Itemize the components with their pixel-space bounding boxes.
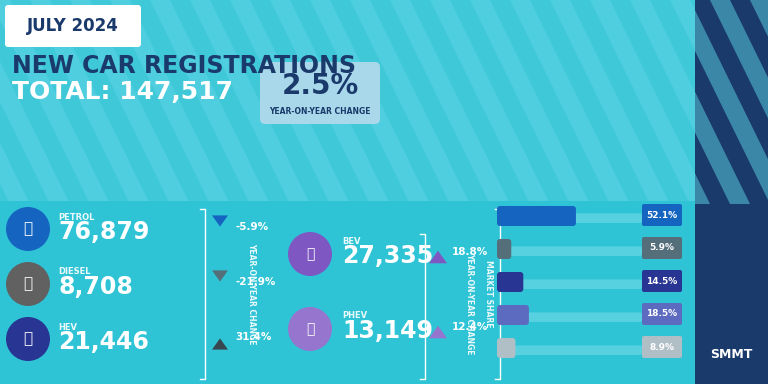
Polygon shape [212,338,228,349]
Polygon shape [510,0,630,204]
Polygon shape [429,251,447,263]
Text: SMMT: SMMT [710,348,752,361]
FancyBboxPatch shape [0,201,695,384]
Text: 18.8%: 18.8% [452,247,488,257]
Polygon shape [190,0,310,204]
Text: DIESEL: DIESEL [58,268,91,276]
FancyBboxPatch shape [497,206,576,226]
Polygon shape [429,326,447,338]
Polygon shape [230,0,350,204]
Text: 76,879: 76,879 [58,220,149,244]
Polygon shape [710,0,768,204]
Text: 8.9%: 8.9% [650,343,674,351]
Text: ⛽: ⛽ [24,222,32,237]
Polygon shape [390,0,510,204]
FancyBboxPatch shape [642,237,682,259]
Text: BEV: BEV [342,237,360,245]
Circle shape [6,317,50,361]
Text: YEAR-ON-YEAR CHANGE: YEAR-ON-YEAR CHANGE [465,253,475,355]
Polygon shape [0,0,110,204]
FancyBboxPatch shape [642,270,682,292]
FancyBboxPatch shape [642,336,682,358]
Text: MARKET SHARE: MARKET SHARE [484,260,492,328]
FancyBboxPatch shape [498,280,642,289]
FancyBboxPatch shape [0,204,695,384]
Polygon shape [110,0,230,204]
Polygon shape [670,0,768,204]
FancyBboxPatch shape [497,239,511,259]
Circle shape [6,207,50,251]
Text: 13,149: 13,149 [342,319,433,343]
FancyBboxPatch shape [498,345,642,355]
Polygon shape [0,0,70,204]
FancyBboxPatch shape [0,0,768,204]
Text: 5.9%: 5.9% [650,243,674,253]
Text: 52.1%: 52.1% [647,210,677,220]
Polygon shape [270,0,390,204]
Polygon shape [630,0,750,204]
FancyBboxPatch shape [497,272,523,292]
FancyBboxPatch shape [642,303,682,325]
Polygon shape [470,0,590,204]
Polygon shape [750,0,768,204]
Polygon shape [150,0,270,204]
Polygon shape [212,215,228,227]
Polygon shape [350,0,470,204]
Text: PETROL: PETROL [58,212,94,222]
Text: 8,708: 8,708 [58,275,133,299]
Polygon shape [30,0,150,204]
Text: 2.5%: 2.5% [281,72,359,100]
Polygon shape [310,0,430,204]
Text: JULY 2024: JULY 2024 [27,17,119,35]
Text: YEAR-ON-YEAR CHANGE: YEAR-ON-YEAR CHANGE [270,108,371,116]
Polygon shape [70,0,190,204]
Polygon shape [212,270,228,281]
FancyBboxPatch shape [498,313,642,322]
FancyBboxPatch shape [498,247,642,256]
FancyBboxPatch shape [260,62,380,124]
Text: TOTAL: 147,517: TOTAL: 147,517 [12,80,233,104]
Text: NEW CAR REGISTRATIONS: NEW CAR REGISTRATIONS [12,54,356,78]
Text: 31.4%: 31.4% [235,332,271,342]
Polygon shape [550,0,670,204]
Text: 14.5%: 14.5% [647,276,677,285]
Text: HEV: HEV [58,323,77,331]
Polygon shape [430,0,550,204]
Circle shape [288,232,332,276]
FancyBboxPatch shape [497,338,515,358]
Text: PHEV: PHEV [342,311,367,321]
FancyBboxPatch shape [695,0,768,384]
Circle shape [288,307,332,351]
FancyBboxPatch shape [5,5,141,47]
Text: ⛽: ⛽ [24,276,32,291]
Text: 18.5%: 18.5% [647,310,677,318]
FancyBboxPatch shape [642,204,682,226]
Text: -5.9%: -5.9% [235,222,268,232]
Text: 🔌: 🔌 [306,322,314,336]
Text: 27,335: 27,335 [342,244,433,268]
Text: 21,446: 21,446 [58,330,149,354]
FancyBboxPatch shape [498,214,642,223]
FancyBboxPatch shape [497,305,529,325]
Text: ⛽: ⛽ [24,331,32,346]
Circle shape [6,262,50,306]
Polygon shape [590,0,710,204]
Text: -21.9%: -21.9% [235,277,276,287]
Polygon shape [0,0,30,204]
Text: 🔌: 🔌 [306,247,314,261]
Text: YEAR-ON-YEAR CHANGE: YEAR-ON-YEAR CHANGE [247,243,257,345]
Text: 12.4%: 12.4% [452,322,488,332]
